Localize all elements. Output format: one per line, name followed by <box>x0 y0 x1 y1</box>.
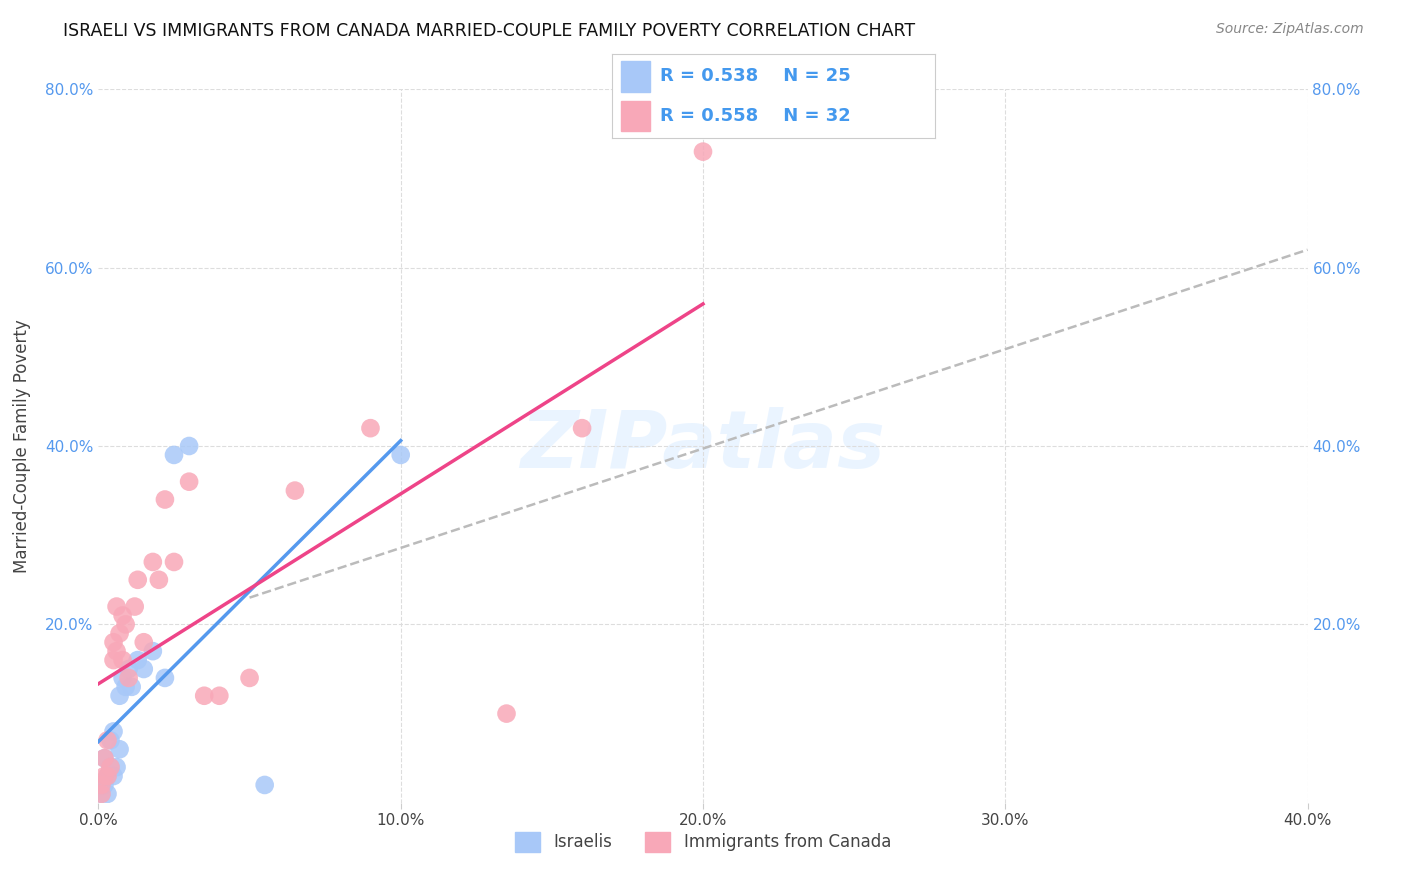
Point <box>105 644 128 658</box>
FancyBboxPatch shape <box>621 62 651 92</box>
Point <box>118 662 141 676</box>
Point <box>360 421 382 435</box>
Point <box>127 573 149 587</box>
Point <box>111 671 134 685</box>
Point <box>90 778 112 792</box>
Point <box>571 421 593 435</box>
Legend: Israelis, Immigrants from Canada: Israelis, Immigrants from Canada <box>508 825 898 859</box>
Point <box>124 599 146 614</box>
Text: ZIPatlas: ZIPatlas <box>520 407 886 485</box>
Point <box>111 653 134 667</box>
Point <box>93 778 115 792</box>
Point <box>108 742 131 756</box>
Point <box>193 689 215 703</box>
Point <box>96 733 118 747</box>
Point <box>118 671 141 685</box>
Point <box>121 680 143 694</box>
Point <box>153 671 176 685</box>
Point <box>179 439 201 453</box>
Text: ISRAELI VS IMMIGRANTS FROM CANADA MARRIED-COUPLE FAMILY POVERTY CORRELATION CHAR: ISRAELI VS IMMIGRANTS FROM CANADA MARRIE… <box>63 22 915 40</box>
Point <box>163 555 186 569</box>
Point <box>103 724 125 739</box>
Y-axis label: Married-Couple Family Poverty: Married-Couple Family Poverty <box>13 319 31 573</box>
Point <box>103 653 125 667</box>
Point <box>93 769 115 783</box>
Point <box>100 760 122 774</box>
Point <box>148 573 170 587</box>
Text: Source: ZipAtlas.com: Source: ZipAtlas.com <box>1216 22 1364 37</box>
Point <box>103 635 125 649</box>
Point <box>179 475 201 489</box>
Text: R = 0.538    N = 25: R = 0.538 N = 25 <box>661 68 851 86</box>
Point <box>108 626 131 640</box>
Point <box>284 483 307 498</box>
Point <box>105 760 128 774</box>
Point <box>93 751 115 765</box>
Point <box>100 760 122 774</box>
Point <box>114 680 136 694</box>
Point <box>105 599 128 614</box>
Point <box>96 769 118 783</box>
Point <box>142 555 165 569</box>
Point <box>163 448 186 462</box>
Point <box>90 787 112 801</box>
Point <box>100 733 122 747</box>
Point <box>389 448 412 462</box>
Point <box>103 769 125 783</box>
Point <box>111 608 134 623</box>
Point <box>93 751 115 765</box>
FancyBboxPatch shape <box>621 101 651 131</box>
Point <box>239 671 262 685</box>
Point <box>692 145 714 159</box>
Point <box>108 689 131 703</box>
Point <box>132 635 155 649</box>
Point <box>253 778 276 792</box>
Point <box>90 787 112 801</box>
Point <box>96 769 118 783</box>
Point <box>127 653 149 667</box>
Point <box>142 644 165 658</box>
Point <box>153 492 176 507</box>
Point <box>132 662 155 676</box>
Point <box>208 689 231 703</box>
Point <box>90 778 112 792</box>
Text: R = 0.558    N = 32: R = 0.558 N = 32 <box>661 107 851 125</box>
Point <box>114 617 136 632</box>
Point <box>495 706 517 721</box>
Point <box>96 787 118 801</box>
